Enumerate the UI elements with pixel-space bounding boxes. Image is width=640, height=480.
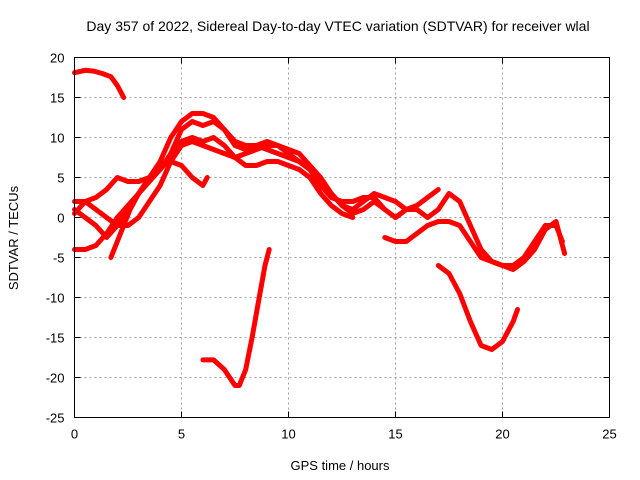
y-tick-label: -20 (46, 371, 65, 386)
chart-title: Day 357 of 2022, Sidereal Day-to-day VTE… (86, 18, 589, 34)
y-tick-label: 10 (50, 131, 64, 146)
x-tick-label: 0 (71, 427, 78, 442)
series-line-arc-4 (72, 135, 356, 252)
series-line-arc-5 (72, 139, 409, 228)
y-axis-label: SDTVAR / TECUs (6, 185, 21, 290)
x-tick-label: 25 (602, 427, 616, 442)
x-axis-label: GPS time / hours (291, 458, 390, 473)
x-tick-label: 20 (495, 427, 509, 442)
series-line-arc-8 (382, 219, 565, 268)
y-tick-label: 20 (50, 51, 64, 66)
grid (74, 57, 610, 418)
plot-frame (74, 57, 610, 418)
series-line-arc-2 (72, 111, 441, 240)
x-tick-label: 15 (388, 427, 402, 442)
y-tick-label: -10 (46, 291, 65, 306)
y-tick-label: -5 (53, 251, 65, 266)
y-tick-label: -15 (46, 331, 65, 346)
y-tick-label: 0 (57, 211, 64, 226)
series-line-arc-1 (72, 67, 127, 100)
y-tick-label: 5 (57, 171, 64, 186)
y-tick-label: 15 (50, 91, 64, 106)
series-line-arc-6 (108, 159, 210, 260)
y-tick-label: -25 (46, 411, 65, 426)
x-tick-label: 10 (281, 427, 295, 442)
series-line-arc-7 (200, 247, 272, 388)
series-line-arc-10 (435, 263, 520, 352)
x-tick-label: 5 (178, 427, 185, 442)
data-series (72, 67, 568, 388)
axis-ticks: 0 5 10 15 20 25 -25 -20 -15 -10 -5 0 5 10 15 20 (46, 51, 617, 442)
series-line-arc-9 (393, 191, 568, 272)
